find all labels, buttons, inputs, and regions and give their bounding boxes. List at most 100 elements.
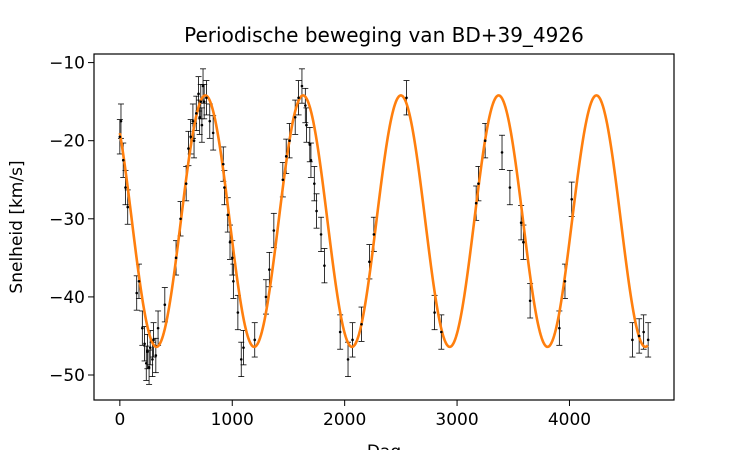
data-point-70 bbox=[440, 330, 443, 334]
data-point-45 bbox=[264, 295, 268, 299]
data-point-16 bbox=[156, 326, 160, 330]
data-point-1 bbox=[119, 119, 123, 123]
data-point-50 bbox=[288, 139, 291, 142]
data-point-24 bbox=[192, 139, 196, 142]
data-point-40 bbox=[232, 279, 235, 283]
data-point-41 bbox=[236, 311, 240, 314]
data-point-37 bbox=[226, 213, 230, 217]
points-layer bbox=[118, 84, 650, 369]
data-point-12 bbox=[148, 346, 152, 349]
data-point-5 bbox=[135, 291, 139, 295]
x-tick-label-3: 3000 bbox=[435, 410, 478, 430]
data-point-76 bbox=[519, 221, 523, 225]
data-point-20 bbox=[184, 182, 188, 185]
data-point-52 bbox=[297, 96, 300, 100]
data-point-32 bbox=[205, 96, 208, 100]
data-point-7 bbox=[141, 326, 144, 330]
data-point-13 bbox=[151, 358, 154, 361]
data-point-57 bbox=[309, 158, 313, 162]
data-point-17 bbox=[163, 303, 167, 307]
data-point-34 bbox=[211, 131, 215, 135]
data-point-73 bbox=[483, 139, 487, 142]
y-axis: −10 −20 −30 −40 −50 bbox=[49, 54, 94, 386]
data-point-36 bbox=[223, 186, 226, 189]
data-point-71 bbox=[474, 201, 478, 205]
data-point-65 bbox=[360, 322, 363, 326]
data-point-80 bbox=[563, 279, 567, 283]
data-point-64 bbox=[351, 338, 354, 342]
data-point-38 bbox=[228, 240, 232, 244]
data-point-78 bbox=[528, 299, 532, 303]
data-point-8 bbox=[143, 342, 146, 346]
data-point-43 bbox=[242, 346, 245, 349]
data-point-48 bbox=[281, 178, 285, 182]
y-tick-label-2: −30 bbox=[49, 210, 85, 230]
data-point-3 bbox=[124, 186, 127, 189]
data-point-79 bbox=[558, 326, 561, 330]
y-tick-label-3: −40 bbox=[49, 288, 85, 308]
data-point-30 bbox=[201, 84, 205, 88]
data-point-83 bbox=[637, 334, 641, 338]
y-tick-label-0: −10 bbox=[49, 54, 85, 74]
data-point-82 bbox=[631, 338, 634, 342]
data-point-22 bbox=[189, 135, 192, 139]
data-point-27 bbox=[198, 115, 201, 119]
fit-curve bbox=[118, 94, 649, 349]
data-point-53 bbox=[300, 84, 304, 88]
data-point-59 bbox=[315, 209, 318, 213]
data-point-9 bbox=[144, 361, 148, 365]
y-axis-title: Snelheid [km/s] bbox=[7, 160, 27, 293]
data-point-55 bbox=[305, 123, 308, 127]
y-tick-label-1: −20 bbox=[49, 132, 85, 152]
data-point-33 bbox=[208, 119, 212, 123]
data-point-75 bbox=[508, 186, 512, 189]
data-point-56 bbox=[308, 143, 312, 146]
data-point-72 bbox=[477, 182, 480, 185]
data-point-2 bbox=[121, 158, 125, 162]
x-tick-label-4: 4000 bbox=[548, 410, 591, 430]
data-point-69 bbox=[433, 311, 436, 314]
fit-layer bbox=[118, 94, 649, 349]
data-point-10 bbox=[146, 350, 149, 353]
data-point-77 bbox=[522, 240, 525, 244]
data-point-35 bbox=[221, 162, 225, 166]
data-point-42 bbox=[239, 358, 243, 361]
data-point-18 bbox=[174, 256, 178, 260]
data-point-49 bbox=[284, 155, 288, 158]
data-point-28 bbox=[199, 100, 203, 103]
data-point-63 bbox=[346, 358, 350, 361]
data-point-23 bbox=[191, 119, 195, 123]
data-point-66 bbox=[368, 260, 371, 264]
data-point-61 bbox=[323, 264, 326, 267]
data-point-62 bbox=[338, 330, 342, 334]
data-point-11 bbox=[147, 365, 151, 369]
data-point-14 bbox=[152, 338, 155, 342]
chart-title: Periodische beweging van BD+39_4926 bbox=[184, 23, 584, 47]
data-point-68 bbox=[405, 96, 408, 100]
data-point-25 bbox=[194, 112, 198, 115]
data-point-46 bbox=[268, 268, 271, 271]
data-point-0 bbox=[118, 135, 122, 139]
data-point-21 bbox=[187, 147, 190, 150]
data-point-44 bbox=[253, 338, 257, 342]
data-point-6 bbox=[137, 279, 141, 283]
x-tick-label-2: 2000 bbox=[323, 410, 366, 430]
data-point-4 bbox=[126, 205, 130, 209]
data-point-74 bbox=[500, 151, 504, 154]
data-point-29 bbox=[200, 123, 204, 127]
data-point-47 bbox=[272, 229, 276, 232]
data-point-31 bbox=[202, 100, 206, 103]
data-point-51 bbox=[293, 115, 297, 119]
data-point-26 bbox=[197, 92, 200, 96]
data-point-15 bbox=[154, 354, 158, 357]
data-point-54 bbox=[304, 104, 307, 107]
x-tick-label-0: 0 bbox=[114, 410, 125, 430]
plot-frame bbox=[93, 53, 675, 401]
x-axis-title: Dag bbox=[367, 442, 401, 450]
y-tick-label-4: −50 bbox=[49, 366, 85, 386]
x-axis: 0 1000 2000 3000 4000 bbox=[114, 400, 591, 430]
data-point-60 bbox=[319, 233, 323, 236]
x-tick-label-1: 1000 bbox=[211, 410, 254, 430]
data-point-39 bbox=[230, 256, 234, 260]
